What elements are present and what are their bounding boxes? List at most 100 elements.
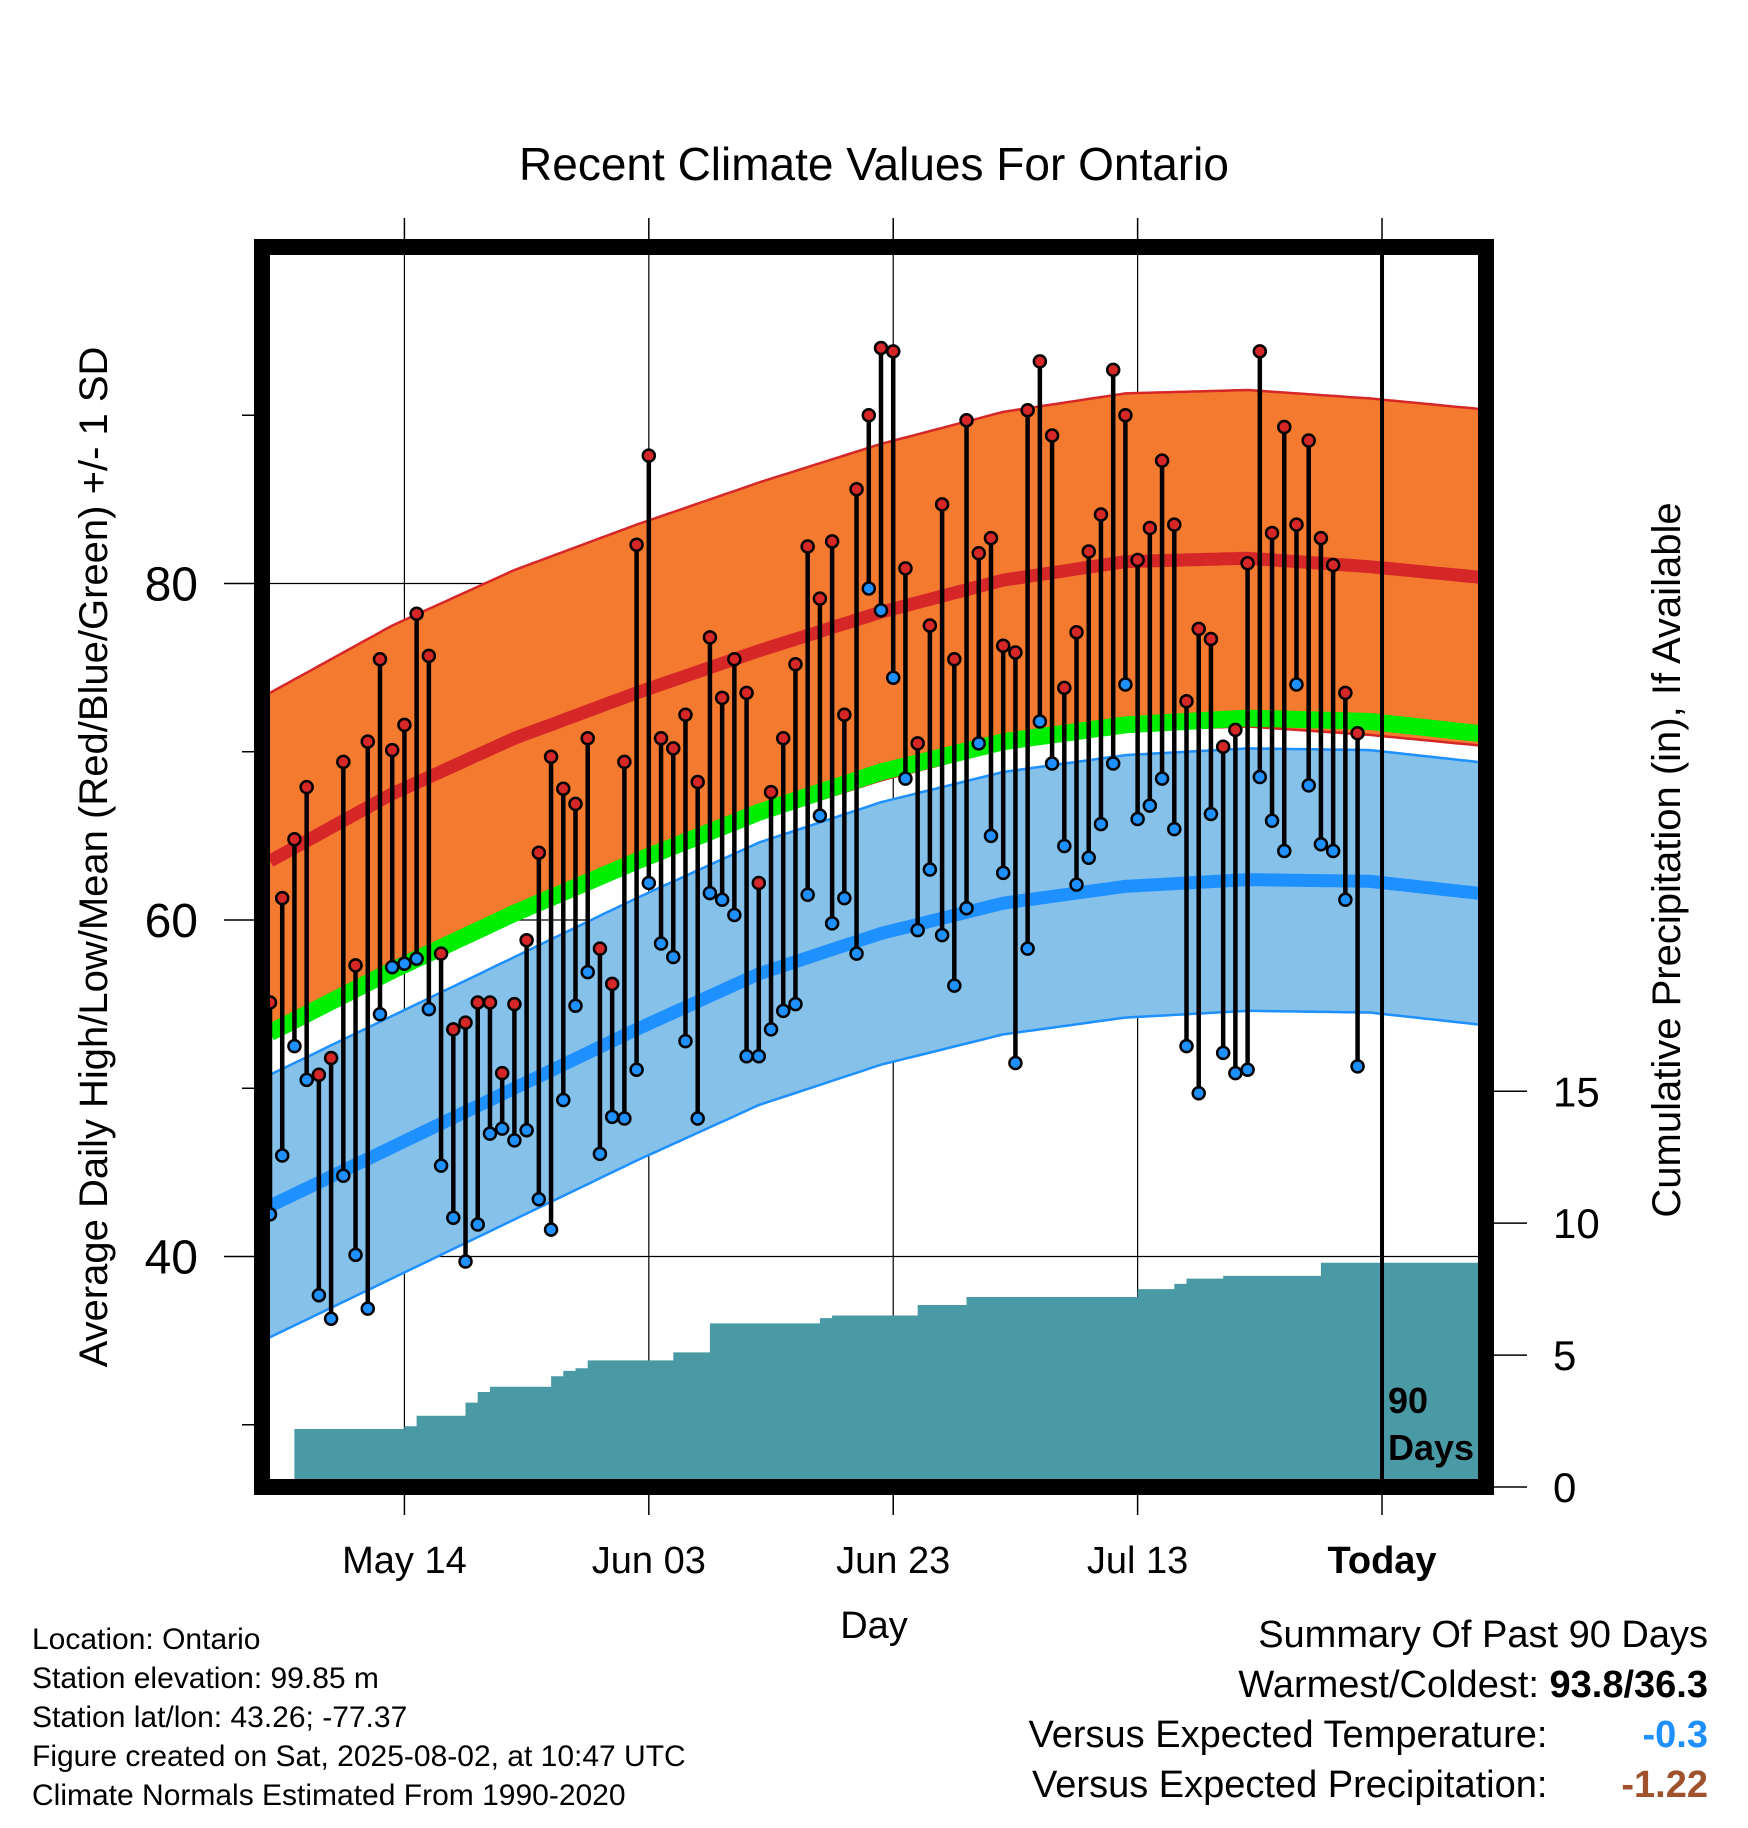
- daily-low-point: [1020, 941, 1035, 956]
- daily-low-point: [323, 1311, 339, 1327]
- daily-low-point: [1118, 677, 1133, 692]
- daily-low-point: [592, 1146, 608, 1162]
- daily-high-point: [910, 736, 925, 751]
- daily-high-point: [1044, 428, 1060, 443]
- daily-high-point: [763, 784, 779, 800]
- daily-high-point: [1325, 557, 1341, 573]
- daily-low-point: [812, 808, 828, 823]
- daily-high-point: [702, 630, 718, 645]
- y2-tick-label: 10: [1553, 1200, 1600, 1247]
- daily-low-point: [629, 1062, 644, 1077]
- daily-high-point: [837, 707, 852, 722]
- daily-low-point: [714, 892, 730, 908]
- daily-high-point: [592, 941, 608, 956]
- daily-high-point: [617, 754, 632, 770]
- daily-high-point: [543, 749, 559, 765]
- daily-low-point: [1105, 756, 1121, 771]
- daily-high-point: [348, 958, 363, 973]
- daily-low-point: [751, 1049, 767, 1064]
- daily-low-point: [336, 1168, 351, 1183]
- daily-high-point: [409, 606, 424, 622]
- y2-axis-title: Cumulative Precipitation (in), If Availa…: [1645, 502, 1689, 1217]
- daily-low-point: [1313, 837, 1329, 852]
- daily-high-point: [1228, 722, 1243, 738]
- daily-high-point: [885, 344, 901, 359]
- daily-high-point: [1069, 625, 1084, 640]
- daily-high-point: [739, 685, 754, 701]
- daily-low-point: [409, 951, 424, 966]
- daily-low-point: [1191, 1086, 1206, 1101]
- daily-low-point: [299, 1072, 314, 1088]
- daily-high-point: [800, 539, 815, 554]
- daily-low-point: [1289, 677, 1304, 692]
- daily-high-point: [470, 995, 485, 1010]
- latlon-text: Station lat/lon: 43.26; -77.37: [32, 1701, 408, 1734]
- daily-low-point: [947, 978, 962, 993]
- daily-low-point: [666, 949, 681, 965]
- daily-high-point: [287, 831, 302, 847]
- daily-high-point: [604, 976, 620, 992]
- daily-high-point: [433, 946, 449, 961]
- daily-low-point: [922, 862, 938, 877]
- plot-area: 90 Days May 14 Jun 03 Jun 23 Jul 13 Today 40 60 8…: [145, 218, 1600, 1582]
- precip-area: [270, 1262, 1486, 1487]
- warmest-value: 93.8/36.3: [1549, 1664, 1708, 1706]
- daily-high-point: [1057, 680, 1072, 696]
- daily-high-point: [372, 651, 388, 667]
- daily-high-point: [666, 741, 681, 756]
- daily-low-point: [1081, 850, 1096, 865]
- daily-high-point: [788, 657, 803, 672]
- daily-low-point: [1032, 714, 1048, 729]
- today-marker-days: Days: [1388, 1427, 1474, 1468]
- daily-high-point: [775, 731, 791, 746]
- y2-tick-label: 0: [1553, 1464, 1576, 1511]
- daily-low-point: [384, 959, 400, 975]
- daily-low-point: [519, 1123, 534, 1138]
- daily-low-point: [727, 907, 742, 923]
- daily-low-point: [653, 936, 669, 951]
- daily-high-point: [311, 1067, 327, 1083]
- daily-low-point: [1215, 1045, 1231, 1061]
- daily-low-point: [1203, 806, 1219, 822]
- daily-high-point: [360, 734, 376, 749]
- x-tick-label: Jul 13: [1087, 1540, 1188, 1582]
- daily-low-point: [1044, 756, 1060, 771]
- daily-high-point: [1289, 517, 1304, 532]
- daily-low-point: [531, 1192, 547, 1207]
- y-axis-title: Average Daily High/Low/Mean (Red/Blue/Gr…: [72, 347, 116, 1368]
- daily-low-point: [1277, 843, 1292, 859]
- daily-high-point: [482, 995, 498, 1010]
- daily-low-point: [959, 900, 974, 916]
- summary-warmest-row: Warmest/Coldest: 93.8/36.3: [1029, 1660, 1708, 1710]
- y2-tick-label: 5: [1553, 1332, 1576, 1379]
- y2-tick-label: 15: [1553, 1068, 1600, 1115]
- daily-high-point: [678, 707, 693, 722]
- daily-low-point: [397, 956, 412, 971]
- daily-low-point: [824, 916, 840, 931]
- daily-low-point: [983, 828, 999, 844]
- daily-high-point: [1179, 694, 1194, 709]
- daily-low-point: [604, 1109, 620, 1125]
- warmest-label: Warmest/Coldest:: [1238, 1664, 1539, 1706]
- daily-low-point: [971, 736, 987, 751]
- daily-high-point: [556, 781, 571, 797]
- daily-low-point: [543, 1222, 559, 1237]
- daily-low-point: [1008, 1055, 1023, 1071]
- daily-low-point: [274, 1148, 290, 1163]
- daily-low-point: [556, 1092, 571, 1108]
- daily-low-point: [287, 1038, 302, 1054]
- daily-low-point: [885, 670, 901, 685]
- daily-high-point: [507, 996, 522, 1012]
- daily-high-point: [812, 591, 828, 606]
- daily-high-point: [323, 1050, 339, 1066]
- daily-high-point: [934, 497, 950, 512]
- daily-low-point: [494, 1121, 510, 1136]
- daily-high-point: [1264, 525, 1280, 541]
- x-tick-label: Jun 03: [592, 1540, 706, 1582]
- daily-low-point: [446, 1210, 461, 1226]
- daily-low-point: [934, 927, 950, 943]
- chart-title: Recent Climate Values For Ontario: [519, 138, 1229, 190]
- x-tick-label: Today: [1327, 1540, 1436, 1582]
- daily-low-point: [1338, 892, 1353, 908]
- daily-high-point: [494, 1065, 510, 1081]
